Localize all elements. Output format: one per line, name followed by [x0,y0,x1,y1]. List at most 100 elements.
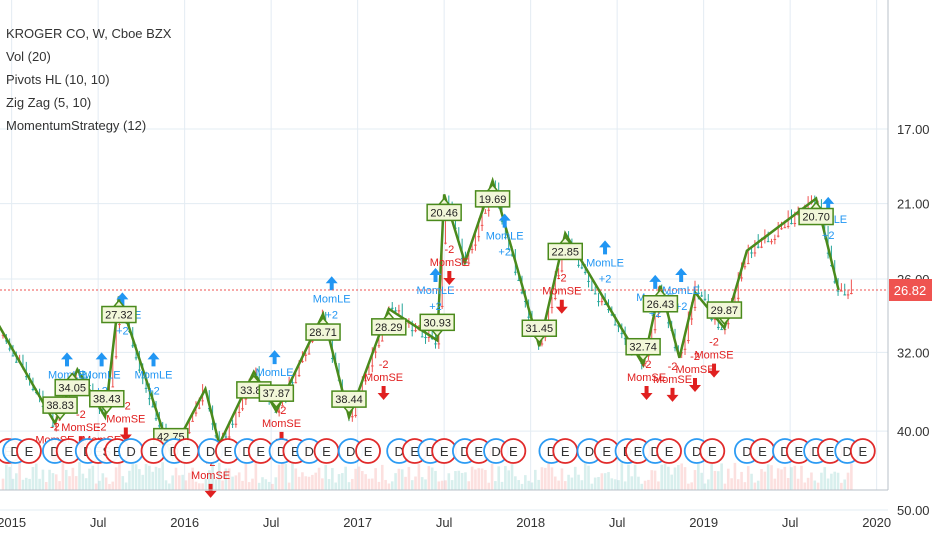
event-marker-label[interactable]: E [440,444,449,459]
event-marker-label[interactable]: E [602,444,611,459]
candle-body [507,249,510,251]
event-marker-icon[interactable] [500,438,527,464]
volume-bar [44,482,48,490]
candle-body [687,340,690,342]
event-marker-label[interactable]: E [665,444,674,459]
event-marker-label[interactable]: D [305,444,314,459]
event-marker-label[interactable]: E [322,444,331,459]
short-signal-qty: -2 [642,359,652,371]
volume-bar [760,469,763,490]
volume-bar [118,463,121,490]
event-marker-label[interactable]: D [126,444,135,459]
candle-body [11,355,15,357]
volume-bar [620,462,624,490]
event-marker-label[interactable]: D [491,444,500,459]
event-marker-label[interactable]: E [826,444,835,459]
candle-body [51,425,55,427]
event-marker-label[interactable]: E [708,444,717,459]
event-marker-label[interactable]: D [843,444,852,459]
axes: 50.0040.0032.0026.0021.0017.002015Jul201… [0,0,932,530]
event-marker-label[interactable]: D [811,444,820,459]
chart-title[interactable]: KROGER CO, W, Cboe BZX [6,26,172,41]
volume-bar [284,463,288,490]
event-marker-label[interactable]: E [291,444,300,459]
event-marker-label[interactable]: E [25,444,34,459]
volume-bar [324,464,328,490]
event-marker-label[interactable]: E [794,444,803,459]
event-marker-label[interactable]: E [858,444,867,459]
volume-bar [124,482,128,490]
event-marker-label[interactable]: E [364,444,373,459]
volume-bar [776,468,780,490]
event-marker-label[interactable]: D [346,444,355,459]
volume-bar [254,462,258,490]
volume-bar [657,481,660,490]
volume-bar [650,470,654,490]
volume-bar [460,472,464,490]
event-marker-icon[interactable] [355,438,381,464]
event-marker-label[interactable]: D [50,444,59,459]
event-marker-label[interactable]: E [634,444,643,459]
event-marker-label[interactable]: E [149,444,158,459]
event-marker-icon[interactable] [699,438,726,464]
short-signal-label: MomSE [191,470,230,482]
event-marker-label[interactable]: D [242,444,251,459]
volume-bar [587,465,590,490]
event-marker-label[interactable]: D [585,444,594,459]
candle-body [597,301,600,303]
volume-bar [667,466,670,490]
event-marker-label[interactable]: D [394,444,403,459]
volume-bar [194,481,198,490]
event-marker-label[interactable]: E [758,444,767,459]
volume-bar [803,482,807,490]
x-tick-label: Jul [782,515,799,530]
event-marker-label[interactable]: D [277,444,286,459]
volume-bar [603,473,607,490]
event-marker-label[interactable]: E [64,444,73,459]
x-tick-label: 2019 [689,515,718,530]
long-signal-qty: +2 [429,301,442,313]
event-marker-label[interactable]: E [256,444,265,459]
event-marker-label[interactable]: E [113,444,122,459]
event-marker-label[interactable]: D [651,444,660,459]
volume-bar [450,480,454,490]
event-marker-label[interactable]: D [547,444,556,459]
event-marker-label[interactable]: D [426,444,435,459]
volume-bar [663,463,667,490]
event-marker-label[interactable]: D [460,444,469,459]
pivot-label-text: 31.45 [526,323,554,335]
event-marker-label[interactable]: E [410,444,419,459]
volume-bar [71,467,75,490]
short-signal-label: MomSE [653,374,692,386]
event-marker-label[interactable]: E [224,444,233,459]
event-marker-icon[interactable] [656,438,682,464]
event-marker-icon[interactable] [16,438,42,464]
event-marker-label[interactable]: D [692,444,701,459]
short-signal-qty: -2 [277,405,287,417]
candle-body [31,388,35,390]
volume-bar [530,482,534,490]
legend-momentum[interactable]: MomentumStrategy (12) [6,118,147,133]
event-marker-label[interactable]: D [780,444,789,459]
event-marker-label[interactable]: D [206,444,215,459]
pivot-label-box [371,318,407,336]
legend-volume[interactable]: Vol (20) [6,49,51,64]
volume-bar [527,480,530,490]
candle-body [524,300,527,302]
event-marker-label[interactable]: D [10,444,19,459]
volume-bar [430,467,434,490]
legend-zigzag[interactable]: Zig Zag (5, 10) [6,95,92,110]
candle-body [477,236,481,238]
short-arrow-icon [443,271,456,286]
candle-body [291,382,294,384]
event-marker-label[interactable]: D [742,444,751,459]
event-marker-label[interactable]: E [182,444,191,459]
event-marker-label[interactable]: E [474,444,483,459]
event-marker-label[interactable]: E [509,444,518,459]
legend-pivots[interactable]: Pivots HL (10, 10) [6,72,110,87]
volume-bar [171,475,174,490]
event-marker-icon[interactable] [849,438,876,464]
volume-bar [583,463,587,490]
event-marker-label[interactable]: E [561,444,570,459]
